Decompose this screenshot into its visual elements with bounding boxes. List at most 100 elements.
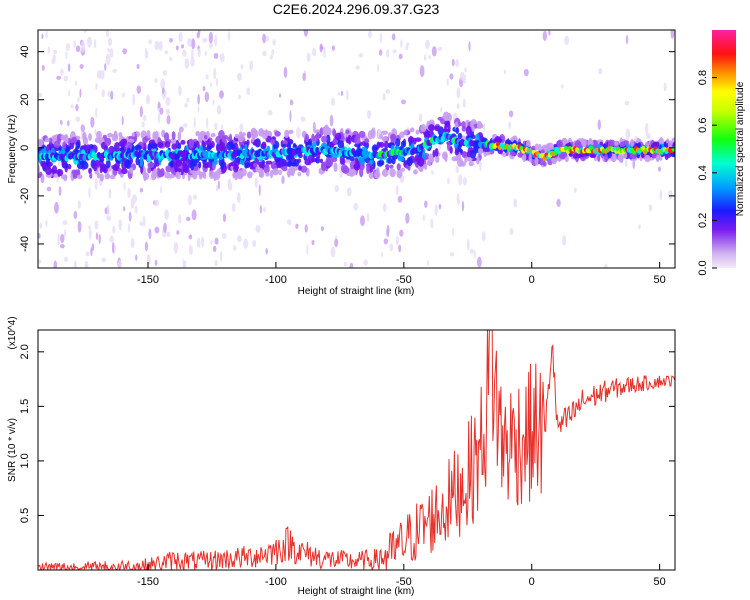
- heatmap-band-cell: [540, 149, 545, 154]
- heatmap-band-cell: [227, 136, 233, 142]
- spectrogram-x-tick-label: -150: [137, 274, 159, 286]
- heatmap-noise-cell: [236, 192, 241, 204]
- heatmap-noise-cell: [231, 202, 236, 213]
- colorbar-ticks: 0.0 0.2 0.4 0.6 0.8: [697, 70, 717, 276]
- heatmap-noise-cell: [455, 165, 459, 173]
- heatmap-noise-cell: [625, 35, 629, 45]
- heatmap-noise-cell: [477, 256, 482, 268]
- heatmap-noise-cell: [178, 32, 183, 43]
- heatmap-noise-cell: [176, 230, 180, 235]
- heatmap-noise-cell: [604, 263, 608, 268]
- heatmap-noise-cell: [182, 123, 188, 128]
- heatmap-band-cell: [304, 158, 312, 166]
- heatmap-noise-cell: [632, 159, 636, 169]
- heatmap-noise-cell: [121, 92, 125, 98]
- heatmap-band-cell: [272, 168, 280, 176]
- heatmap-noise-cell: [139, 106, 143, 118]
- heatmap-noise-cell: [638, 224, 641, 230]
- figure-title: C2E6.2024.296.09.37.G23: [273, 1, 440, 17]
- heatmap-noise-cell: [243, 238, 249, 249]
- heatmap-noise-cell: [51, 57, 56, 65]
- heatmap-noise-cell: [38, 92, 43, 98]
- heatmap-noise-cell: [424, 200, 428, 208]
- heatmap-noise-cell: [331, 45, 335, 51]
- heatmap-noise-cell: [216, 77, 219, 87]
- heatmap-band-cell: [434, 155, 440, 163]
- heatmap-band-cell: [545, 143, 551, 152]
- spectrogram-y-axis-label: Frequency (Hz): [7, 115, 18, 184]
- heatmap-band-cell: [282, 139, 288, 145]
- heatmap-noise-cell: [142, 215, 146, 227]
- heatmap-band-cell: [534, 143, 540, 151]
- heatmap-noise-cell: [90, 247, 93, 257]
- heatmap-band-cell: [381, 130, 389, 135]
- heatmap-band-cell: [428, 124, 435, 132]
- heatmap-band-cell: [195, 130, 201, 137]
- heatmap-noise-cell: [208, 41, 213, 49]
- heatmap-band-cell: [244, 143, 248, 152]
- heatmap-band-cell: [198, 171, 203, 180]
- heatmap-noise-cell: [60, 233, 65, 244]
- heatmap-band-cell: [394, 138, 401, 147]
- heatmap-noise-cell: [204, 91, 210, 103]
- heatmap-noise-cell: [624, 159, 628, 168]
- heatmap-noise-cell: [54, 202, 59, 214]
- heatmap-band-cell: [562, 140, 568, 145]
- heatmap-noise-cell: [185, 216, 191, 222]
- heatmap-noise-cell: [80, 40, 86, 53]
- heatmap-noise-cell: [165, 108, 171, 115]
- heatmap-noise-cell: [146, 254, 151, 265]
- heatmap-noise-cell: [659, 189, 663, 201]
- spectrogram-heatmap: [38, 30, 675, 268]
- heatmap-noise-cell: [107, 48, 111, 53]
- heatmap-band-cell: [444, 153, 448, 163]
- heatmap-noise-cell: [192, 194, 198, 200]
- heatmap-band-cell: [275, 161, 283, 169]
- heatmap-noise-cell: [139, 221, 144, 226]
- heatmap-band-cell: [325, 134, 331, 144]
- heatmap-band-cell: [444, 120, 450, 128]
- heatmap-noise-cell: [366, 110, 372, 119]
- heatmap-noise-cell: [117, 259, 122, 268]
- heatmap-noise-cell: [346, 186, 352, 197]
- heatmap-noise-cell: [462, 98, 466, 108]
- heatmap-noise-cell: [105, 30, 109, 38]
- heatmap-band-cell: [125, 141, 133, 151]
- heatmap-noise-cell: [219, 90, 224, 99]
- heatmap-noise-cell: [431, 170, 434, 175]
- colorbar-tick-label: 0.6: [697, 118, 709, 133]
- heatmap-band-cell: [454, 149, 459, 156]
- heatmap-band-cell: [381, 168, 389, 177]
- heatmap-noise-cell: [93, 39, 97, 49]
- heatmap-band-cell: [630, 139, 634, 147]
- heatmap-noise-cell: [289, 110, 292, 122]
- heatmap-band-cell: [180, 139, 186, 145]
- heatmap-noise-cell: [187, 194, 193, 206]
- spectrogram-x-tick-label: -50: [396, 274, 412, 286]
- heatmap-band-cell: [476, 123, 484, 129]
- heatmap-band-cell: [304, 133, 310, 143]
- snr-x-tick-label: -50: [396, 576, 412, 588]
- heatmap-noise-cell: [405, 212, 410, 224]
- heatmap-noise-cell: [201, 236, 205, 248]
- heatmap-noise-cell: [459, 71, 465, 81]
- heatmap-band-cell: [655, 154, 660, 163]
- heatmap-band-cell: [604, 153, 609, 163]
- heatmap-band-cell: [45, 166, 53, 176]
- heatmap-noise-cell: [219, 250, 223, 262]
- heatmap-band-cell: [152, 168, 158, 179]
- heatmap-band-cell: [298, 165, 302, 171]
- heatmap-noise-cell: [148, 228, 152, 240]
- heatmap-noise-cell: [111, 241, 115, 254]
- heatmap-noise-cell: [144, 241, 149, 252]
- heatmap-band-cell: [557, 139, 563, 149]
- heatmap-noise-cell: [466, 238, 470, 251]
- heatmap-band-cell: [471, 125, 475, 132]
- heatmap-noise-cell: [159, 186, 163, 194]
- heatmap-noise-cell: [166, 115, 171, 125]
- heatmap-noise-cell: [204, 50, 208, 57]
- heatmap-noise-cell: [346, 89, 349, 101]
- heatmap-noise-cell: [262, 50, 267, 57]
- heatmap-band-cell: [373, 170, 381, 179]
